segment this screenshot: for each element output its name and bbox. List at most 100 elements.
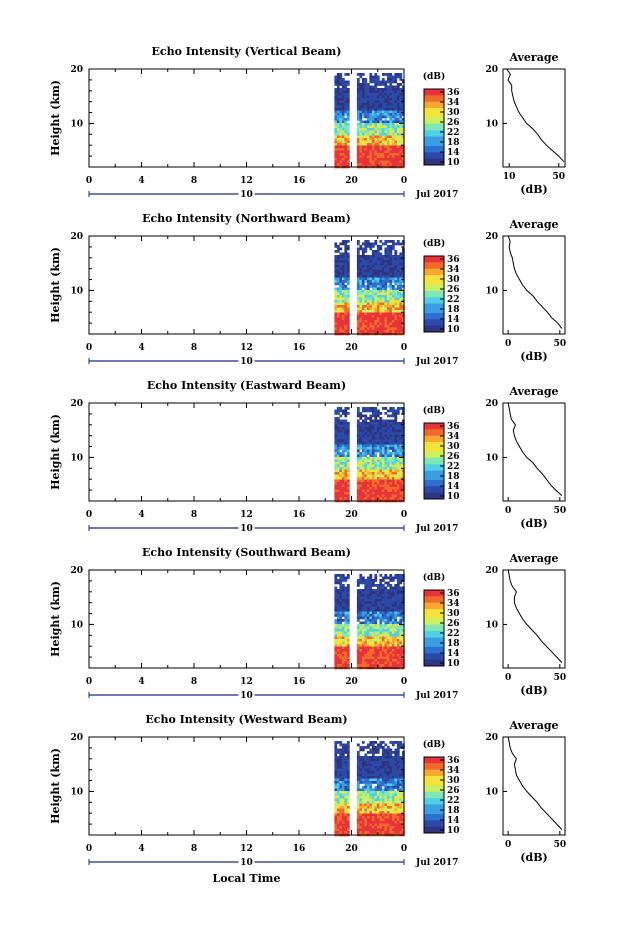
heatmap-cell — [387, 594, 390, 597]
heatmap-cell — [384, 769, 387, 772]
heatmap-cell — [397, 143, 400, 146]
heatmap-cell — [334, 126, 337, 129]
heatmap-cell — [399, 639, 402, 642]
heatmap-cell — [367, 602, 370, 605]
heatmap-cell — [372, 831, 375, 834]
heatmap-cell — [374, 83, 377, 86]
heatmap-cell — [367, 460, 370, 463]
heatmap-cell — [342, 771, 345, 774]
heatmap-cell — [364, 829, 367, 832]
heatmap-cell — [367, 295, 370, 298]
heatmap-cell — [392, 427, 395, 430]
colorbar-label: (dB) — [423, 71, 445, 82]
heatmap-cell — [379, 163, 382, 166]
heatmap-cell — [377, 98, 380, 101]
heatmap-cell — [342, 607, 345, 610]
heatmap-cell — [362, 452, 365, 455]
heatmap-cell — [384, 290, 387, 293]
heatmap-cell — [392, 465, 395, 468]
heatmap-cell — [397, 293, 400, 296]
x-tick-label: 0 — [401, 677, 407, 687]
colorbar-tick-label: 22 — [447, 128, 460, 138]
heatmap-cell — [347, 305, 350, 308]
heatmap-cell — [394, 756, 397, 759]
heatmap-cell — [334, 577, 337, 580]
heatmap-cell — [372, 116, 375, 119]
heatmap-cell — [357, 425, 360, 428]
heatmap-cell — [347, 766, 350, 769]
heatmap-cell — [394, 634, 397, 637]
heatmap-cell — [372, 637, 375, 640]
heatmap-cell — [367, 93, 370, 96]
colorbar-segment — [424, 625, 444, 629]
heatmap-cell — [347, 659, 350, 662]
heatmap-cell — [387, 624, 390, 627]
heatmap-cell — [337, 407, 340, 410]
heatmap-cell — [379, 632, 382, 635]
heatmap-cell — [397, 589, 400, 592]
heatmap-cell — [392, 632, 395, 635]
heatmap-cell — [377, 482, 380, 485]
heatmap-cell — [339, 791, 342, 794]
heatmap-cell — [394, 662, 397, 665]
heatmap-cell — [387, 410, 390, 413]
heatmap-cell — [359, 609, 362, 612]
heatmap-cell — [372, 420, 375, 423]
heatmap-cell — [357, 824, 360, 827]
heatmap-cell — [389, 273, 392, 276]
heatmap-cell — [339, 607, 342, 610]
heatmap-cell — [362, 151, 365, 154]
heatmap-cell — [337, 761, 340, 764]
heatmap-cell — [382, 121, 385, 124]
heatmap-cell — [397, 450, 400, 453]
heatmap-cell — [387, 128, 390, 131]
heatmap-cell — [387, 121, 390, 124]
heatmap-cell — [342, 766, 345, 769]
heatmap-cell — [369, 452, 372, 455]
heatmap-cell — [357, 313, 360, 316]
heatmap — [334, 73, 404, 168]
heatmap-cell — [362, 422, 365, 425]
heatmap-cell — [397, 796, 400, 799]
heatmap-cell — [337, 275, 340, 278]
heatmap-cell — [362, 258, 365, 261]
colorbar-tick-label: 10 — [447, 659, 460, 669]
heatmap-cell — [357, 786, 360, 789]
heatmap-cell — [372, 819, 375, 822]
heatmap-cell — [377, 744, 380, 747]
heatmap-cell — [364, 470, 367, 473]
heatmap-cell — [362, 602, 365, 605]
heatmap-cell — [369, 96, 372, 99]
heatmap-cell — [369, 318, 372, 321]
heatmap-cell — [367, 781, 370, 784]
heatmap-cell — [387, 659, 390, 662]
heatmap-cell — [369, 98, 372, 101]
heatmap-cell — [399, 647, 402, 650]
heatmap-cell — [344, 96, 347, 99]
heatmap-cell — [364, 93, 367, 96]
colorbar-segment — [424, 442, 444, 446]
heatmap-cell — [342, 136, 345, 139]
heatmap-cell — [384, 268, 387, 271]
heatmap-cell — [339, 639, 342, 642]
heatmap-cell — [387, 88, 390, 91]
heatmap-cell — [339, 649, 342, 652]
heatmap-cell — [359, 659, 362, 662]
heatmap-cell — [369, 243, 372, 246]
heatmap-cell — [397, 295, 400, 298]
heatmap-cell — [344, 457, 347, 460]
heatmap-cell — [377, 617, 380, 620]
heatmap-cell — [392, 76, 395, 79]
heatmap-cell — [369, 467, 372, 470]
heatmap-cell — [392, 263, 395, 266]
heatmap-cell — [367, 450, 370, 453]
heatmap-cell — [369, 776, 372, 779]
heatmap-cell — [389, 809, 392, 812]
heatmap-cell — [387, 766, 390, 769]
heatmap-cell — [399, 619, 402, 622]
heatmap-cell — [362, 821, 365, 824]
heatmap-cell — [344, 103, 347, 106]
heatmap-cell — [347, 649, 350, 652]
heatmap-cell — [397, 824, 400, 827]
heatmap-cell — [392, 634, 395, 637]
